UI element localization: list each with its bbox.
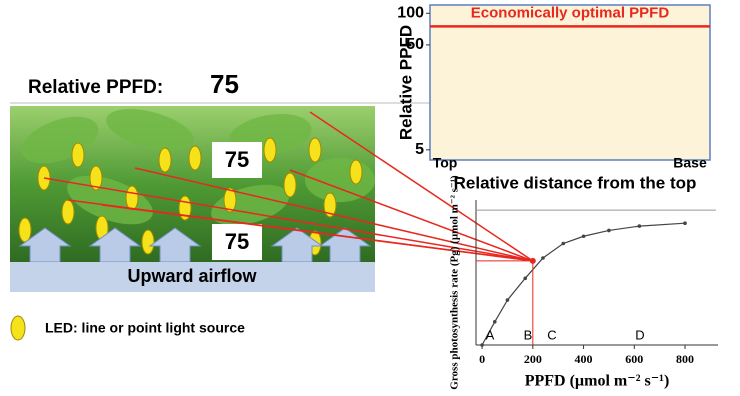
photo	[10, 101, 375, 292]
data-point	[523, 277, 527, 281]
region-label: C	[547, 327, 556, 342]
highlight-point	[530, 258, 536, 264]
region-label: B	[524, 327, 533, 342]
data-point	[493, 320, 497, 324]
region-label: A	[486, 327, 495, 342]
x-tick-label: 400	[575, 352, 593, 366]
x-tick-label: 600	[625, 352, 643, 366]
y-tick-label: 100	[397, 5, 424, 22]
header-value: 75	[210, 69, 239, 99]
data-point	[582, 234, 586, 238]
data-point	[480, 343, 484, 347]
x-tick-label: 200	[524, 352, 542, 366]
y-axis-label: Gross photosynthesis rate (Pg) (µmol m⁻²…	[449, 175, 461, 390]
x-axis-label: Relative distance from the top	[454, 173, 697, 192]
data-point	[607, 229, 611, 233]
figure: Relative PPFD: 75	[0, 0, 740, 396]
data-point	[683, 221, 687, 225]
photo-label: 75	[225, 229, 249, 254]
data-point	[541, 256, 545, 260]
x-tick-label: 0	[479, 352, 485, 366]
x-tick-label: 800	[676, 352, 694, 366]
x-tick-label: Top	[433, 155, 458, 171]
x-axis-label: PPFD (µmol m⁻² s⁻¹)	[525, 373, 670, 390]
data-point	[506, 298, 510, 302]
region-label: D	[635, 327, 644, 342]
legend-marker	[11, 316, 25, 340]
photo-label: 75	[225, 147, 249, 172]
response-curve	[482, 223, 685, 345]
x-tick-label: Base	[673, 155, 707, 171]
series-label: Economically optimal PPFD	[471, 4, 670, 21]
legend-text: LED: line or point light source	[45, 320, 245, 336]
header-label: Relative PPFD:	[28, 77, 163, 98]
airflow-label: Upward airflow	[127, 266, 257, 286]
data-point	[561, 242, 565, 246]
plot-area	[430, 5, 710, 160]
data-point	[638, 224, 642, 228]
y-axis-label: Relative PPFD	[396, 25, 415, 140]
y-tick-label: 5	[415, 141, 424, 158]
